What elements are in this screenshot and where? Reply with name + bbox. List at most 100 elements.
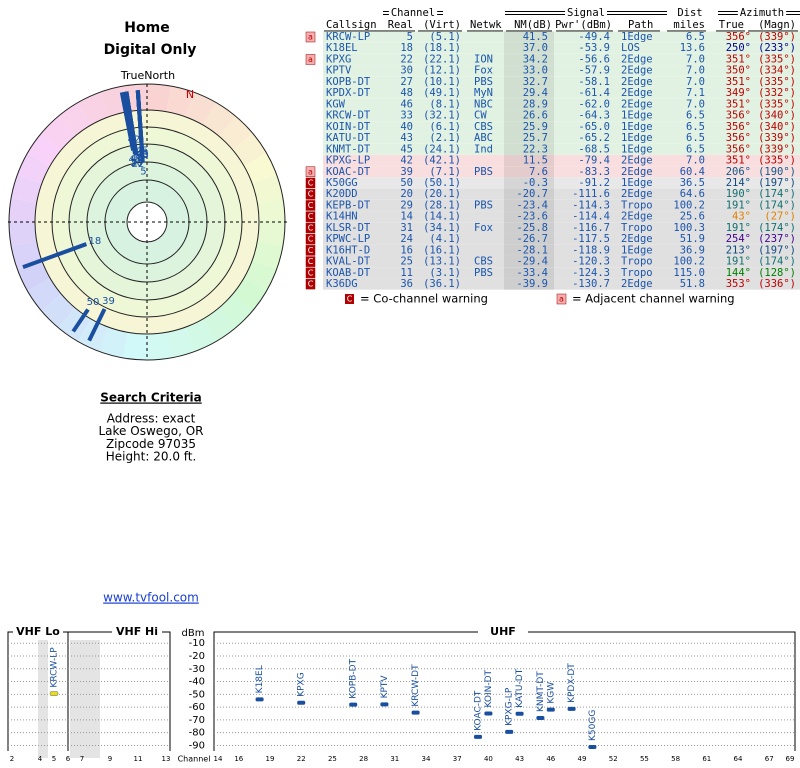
station-label: KRCW-DT bbox=[411, 664, 421, 707]
signal-bar bbox=[567, 706, 576, 711]
cell-true: 351° bbox=[726, 98, 751, 110]
x-tick-label: 28 bbox=[359, 755, 368, 763]
cell-virt: (4.1) bbox=[429, 233, 461, 245]
cell-path: 1Edge bbox=[621, 132, 653, 144]
cell-magn: (339°) bbox=[758, 143, 796, 155]
warning-letter: C bbox=[308, 190, 314, 199]
cell-true: 191° bbox=[726, 256, 751, 268]
cell-path: Tropo bbox=[621, 267, 653, 279]
cell-callsign: KNMT-DT bbox=[326, 143, 371, 155]
signal-bar bbox=[380, 702, 389, 707]
cell-magn: (174°) bbox=[758, 199, 796, 211]
row-bg bbox=[323, 188, 800, 200]
cell-nm: 32.7 bbox=[523, 76, 548, 88]
cell-pwr: -120.3 bbox=[572, 256, 610, 268]
warning-icon bbox=[305, 245, 316, 256]
cell-netwk: Ind bbox=[474, 143, 493, 155]
label-bg bbox=[13, 626, 63, 638]
warning-icon bbox=[305, 166, 316, 178]
cell-nm: -29.4 bbox=[516, 256, 548, 268]
warning-icon bbox=[305, 222, 316, 234]
nm-cell bbox=[504, 244, 554, 256]
label-bg bbox=[112, 626, 162, 638]
x-tick-label: 69 bbox=[786, 755, 795, 763]
cell-nm: -28.1 bbox=[516, 244, 548, 256]
cell-netwk: CBS bbox=[474, 256, 493, 268]
cell-netwk: CW bbox=[474, 110, 487, 122]
cell-pwr: -57.9 bbox=[578, 65, 610, 77]
x-tick-label: 22 bbox=[297, 755, 306, 763]
cell-real: 30 bbox=[400, 65, 413, 77]
cell-virt: (32.1) bbox=[423, 110, 461, 122]
cell-pwr: -114.4 bbox=[572, 211, 610, 223]
station-label: KPXG bbox=[297, 672, 307, 696]
cell-true: 144° bbox=[726, 267, 751, 279]
x-tick-label: 13 bbox=[162, 755, 171, 763]
cell-nm: -26.7 bbox=[516, 233, 548, 245]
cell-netwk: PBS bbox=[474, 199, 493, 211]
dial-band bbox=[185, 319, 216, 352]
cell-magn: (27°) bbox=[764, 211, 796, 223]
y-tick-label: -80 bbox=[189, 728, 205, 739]
nm-cell bbox=[504, 143, 554, 155]
cell-dist: 6.5 bbox=[686, 132, 705, 144]
cell-true: 351° bbox=[726, 53, 751, 65]
cell-path: 1Edge bbox=[621, 31, 653, 43]
cell-dist: 7.0 bbox=[686, 65, 705, 77]
warning-icon bbox=[305, 267, 316, 279]
x-tick-label: 9 bbox=[108, 755, 112, 763]
cell-true: 356° bbox=[726, 132, 751, 144]
cell-dist: 100.2 bbox=[673, 199, 705, 211]
legend-icon bbox=[345, 294, 354, 304]
station-label: KRCW-LP bbox=[50, 647, 60, 688]
site-link[interactable]: www.tvfool.com bbox=[103, 591, 199, 605]
cell-real: 42 bbox=[400, 155, 413, 167]
nm-cell bbox=[504, 256, 554, 268]
cell-real: 31 bbox=[400, 222, 413, 234]
signal-bar bbox=[515, 711, 524, 716]
station-label: K50GG bbox=[588, 710, 598, 741]
cell-path: 2Edge bbox=[621, 87, 653, 99]
cell-magn: (335°) bbox=[758, 53, 796, 65]
label-bg bbox=[478, 626, 528, 638]
cell-path: 1Edge bbox=[621, 143, 653, 155]
cell-real: 27 bbox=[400, 76, 413, 88]
cell-true: 206° bbox=[726, 166, 751, 178]
warning-letter: C bbox=[308, 223, 314, 232]
station-channel: 27 bbox=[131, 158, 144, 169]
cell-dist: 6.5 bbox=[686, 31, 705, 43]
row-bg bbox=[323, 233, 800, 245]
cell-callsign: K18EL bbox=[326, 42, 358, 54]
cell-nm: 22.3 bbox=[523, 143, 548, 155]
warning-icon bbox=[305, 188, 316, 200]
row-bg bbox=[323, 42, 800, 54]
cell-nm: 28.9 bbox=[523, 98, 548, 110]
station-label: KPTV bbox=[380, 675, 390, 699]
cell-virt: (5.1) bbox=[429, 31, 461, 43]
x-tick-label: 64 bbox=[734, 755, 743, 763]
cell-callsign: KOIN-DT bbox=[326, 121, 371, 133]
cell-pwr: -79.4 bbox=[578, 155, 610, 167]
cell-path: 2Edge bbox=[621, 98, 653, 110]
x-tick-label: 6 bbox=[66, 755, 71, 763]
cell-dist: 6.5 bbox=[686, 121, 705, 133]
signal-bar bbox=[49, 691, 59, 696]
cell-path: 1Edge bbox=[621, 244, 653, 256]
dial-band bbox=[257, 222, 286, 246]
cell-real: 36 bbox=[400, 278, 413, 290]
x-tick-label: 4 bbox=[38, 755, 43, 763]
cell-real: 39 bbox=[400, 166, 413, 178]
cell-callsign: KOPB-DT bbox=[326, 76, 371, 88]
warning-icon bbox=[305, 211, 316, 222]
x-tick-label: 49 bbox=[578, 755, 587, 763]
dial-band bbox=[99, 327, 128, 358]
cell-path: 2Edge bbox=[621, 155, 653, 167]
column-header: (Virt) bbox=[423, 19, 461, 31]
signal-bar bbox=[588, 744, 597, 749]
nm-cell bbox=[504, 222, 554, 234]
station-label: KATU-DT bbox=[515, 668, 525, 707]
row-bg bbox=[323, 121, 800, 133]
nm-cell bbox=[504, 87, 554, 99]
